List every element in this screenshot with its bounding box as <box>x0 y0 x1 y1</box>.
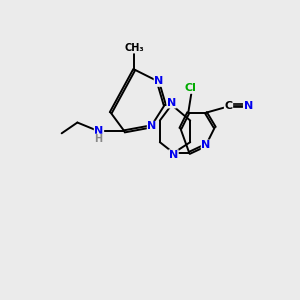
Text: N: N <box>169 150 178 160</box>
Text: N: N <box>94 126 104 136</box>
Text: C: C <box>224 101 232 111</box>
Text: N: N <box>154 76 164 86</box>
Text: CH₃: CH₃ <box>124 43 144 53</box>
Text: H: H <box>94 134 102 144</box>
Text: N: N <box>167 98 176 108</box>
Text: Cl: Cl <box>184 83 196 93</box>
Text: N: N <box>201 140 211 150</box>
Text: N: N <box>147 122 157 131</box>
Text: N: N <box>244 101 253 111</box>
